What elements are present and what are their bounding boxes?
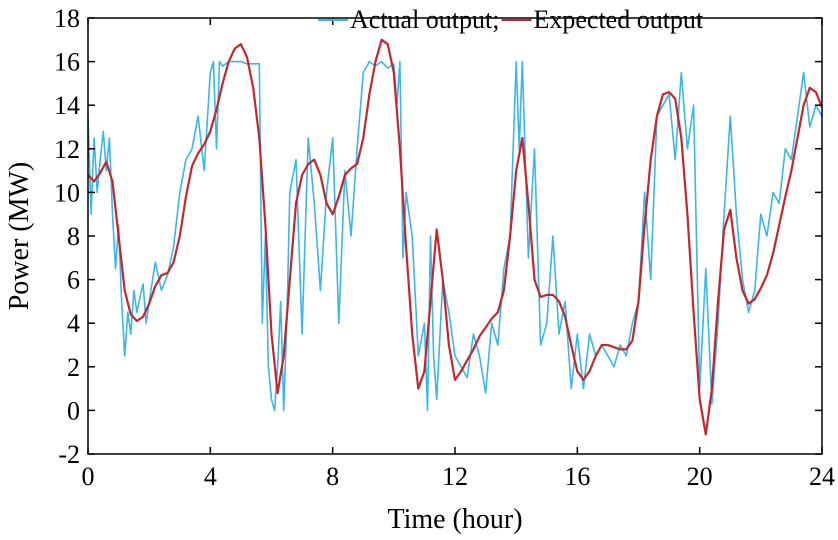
x-tick-label: 4: [204, 462, 217, 491]
x-tick-label: 16: [564, 462, 590, 491]
y-tick-labels: -2 0 2 4 6 8 10 12 14 16 18: [54, 4, 80, 469]
legend: Actual output; Expected output: [318, 5, 704, 34]
series-line-expected-output: [87, 38, 824, 436]
y-tick-label: 4: [67, 309, 80, 338]
x-tick-labels: 0 4 8 12 16 20 24: [82, 462, 836, 491]
x-tick-label: 8: [326, 462, 339, 491]
legend-label-expected-output: Expected output: [533, 5, 703, 34]
y-tick-label: 18: [54, 4, 80, 33]
y-tick-label: -2: [58, 440, 80, 469]
y-tick-label: 10: [54, 178, 80, 207]
y-tick-label: 12: [54, 135, 80, 164]
x-tick-label: 0: [82, 462, 95, 491]
x-tick-label: 20: [687, 462, 713, 491]
legend-label-actual-output: Actual output;: [350, 5, 499, 34]
y-tick-label: 6: [67, 266, 80, 295]
x-tick-label: 12: [442, 462, 468, 491]
plot-lines: [87, 38, 824, 436]
y-tick-label: 14: [54, 91, 80, 120]
axis-ticks: [87, 17, 823, 455]
series-line-actual-output: [87, 60, 823, 412]
y-axis-label: Power (MW): [4, 162, 35, 311]
x-axis-label: Time (hour): [387, 504, 522, 535]
y-tick-label: 0: [67, 396, 80, 425]
y-tick-label: 2: [67, 353, 80, 382]
y-tick-label: 8: [67, 222, 80, 251]
x-tick-label: 24: [809, 462, 835, 491]
y-tick-label: 16: [54, 48, 80, 77]
